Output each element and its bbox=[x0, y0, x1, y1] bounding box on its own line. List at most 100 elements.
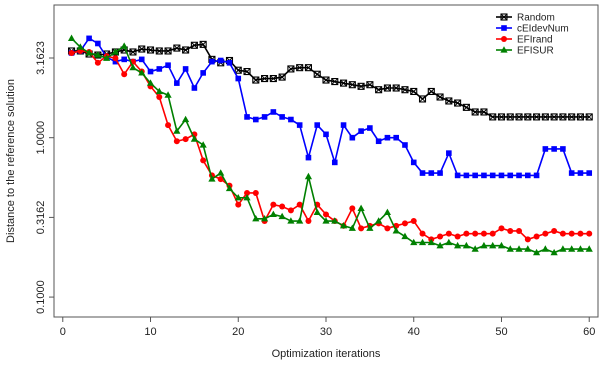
data-point bbox=[428, 170, 435, 176]
data-point bbox=[586, 230, 593, 237]
data-point bbox=[165, 122, 172, 129]
data-point bbox=[436, 93, 444, 101]
data-point bbox=[462, 241, 470, 249]
data-point bbox=[253, 116, 259, 123]
data-point bbox=[410, 238, 418, 246]
data-point bbox=[182, 115, 190, 123]
x-tick-label: 20 bbox=[232, 326, 244, 338]
data-point bbox=[418, 95, 427, 103]
data-point bbox=[199, 40, 207, 48]
data-point bbox=[261, 114, 268, 120]
data-point bbox=[112, 55, 119, 62]
data-point bbox=[445, 97, 453, 105]
data-point bbox=[85, 49, 93, 56]
data-point bbox=[349, 205, 356, 212]
data-point bbox=[260, 214, 269, 222]
data-point bbox=[296, 201, 303, 208]
data-point bbox=[217, 169, 225, 176]
data-point bbox=[146, 79, 155, 86]
data-point bbox=[217, 57, 224, 64]
x-tick-label: 10 bbox=[144, 326, 156, 338]
data-point bbox=[437, 233, 444, 240]
data-point bbox=[174, 80, 180, 86]
data-point bbox=[393, 134, 399, 141]
data-point bbox=[576, 113, 585, 121]
data-point bbox=[585, 245, 593, 252]
data-point bbox=[501, 25, 507, 31]
data-point bbox=[463, 230, 470, 237]
data-point bbox=[384, 134, 391, 141]
data-point bbox=[270, 109, 277, 115]
data-point bbox=[76, 43, 84, 50]
data-point bbox=[463, 172, 470, 179]
data-point bbox=[217, 176, 224, 183]
data-point bbox=[296, 64, 304, 72]
data-point bbox=[436, 241, 444, 249]
data-point bbox=[339, 222, 348, 229]
data-point bbox=[278, 73, 286, 81]
data-point bbox=[138, 45, 146, 53]
data-point bbox=[410, 87, 418, 96]
data-point bbox=[418, 238, 427, 246]
series-line bbox=[71, 37, 590, 177]
data-point bbox=[261, 74, 269, 83]
y-tick-label: 0.3162 bbox=[35, 201, 47, 235]
data-point bbox=[419, 230, 426, 237]
data-point bbox=[489, 230, 496, 237]
data-point bbox=[234, 193, 242, 201]
data-point bbox=[577, 170, 584, 176]
data-point bbox=[226, 60, 233, 66]
data-point bbox=[515, 245, 523, 252]
data-point bbox=[481, 172, 487, 179]
data-point bbox=[498, 172, 505, 179]
data-point bbox=[472, 172, 478, 179]
legend-label: EFISUR bbox=[517, 46, 554, 57]
data-point bbox=[244, 189, 251, 196]
data-point bbox=[322, 217, 330, 224]
data-point bbox=[401, 232, 409, 240]
data-point bbox=[500, 46, 508, 53]
data-point bbox=[586, 170, 593, 176]
data-point bbox=[252, 189, 259, 196]
data-point bbox=[497, 241, 506, 249]
data-point bbox=[497, 113, 506, 121]
data-point bbox=[95, 40, 101, 47]
data-point bbox=[339, 79, 348, 87]
data-point bbox=[375, 86, 383, 94]
data-point bbox=[296, 217, 304, 224]
data-point bbox=[585, 113, 593, 121]
data-point bbox=[279, 203, 286, 210]
data-point bbox=[243, 68, 251, 76]
data-point bbox=[103, 54, 111, 61]
data-point bbox=[480, 108, 488, 116]
data-point bbox=[515, 113, 523, 121]
data-point bbox=[182, 66, 189, 72]
data-point bbox=[524, 113, 532, 121]
data-point bbox=[454, 241, 462, 249]
data-point bbox=[331, 78, 339, 86]
data-point bbox=[209, 58, 215, 65]
data-point bbox=[349, 134, 356, 141]
data-point bbox=[164, 47, 172, 55]
data-point bbox=[68, 49, 75, 56]
data-point bbox=[156, 94, 163, 101]
series-line bbox=[71, 50, 590, 241]
data-point bbox=[147, 68, 154, 75]
data-point bbox=[541, 113, 549, 121]
data-point bbox=[129, 63, 137, 71]
data-point bbox=[525, 172, 531, 179]
data-point bbox=[190, 135, 198, 142]
data-point bbox=[533, 113, 541, 121]
data-point bbox=[287, 217, 295, 224]
data-point bbox=[480, 241, 488, 249]
data-point bbox=[234, 66, 242, 74]
data-point bbox=[225, 184, 234, 192]
data-point bbox=[322, 76, 330, 84]
data-point bbox=[568, 230, 575, 237]
data-point bbox=[269, 74, 277, 83]
data-point bbox=[208, 175, 216, 182]
x-tick-label: 40 bbox=[408, 326, 420, 338]
data-point bbox=[200, 70, 206, 76]
y-tick-label: 1.0000 bbox=[35, 121, 47, 155]
data-point bbox=[489, 113, 497, 121]
